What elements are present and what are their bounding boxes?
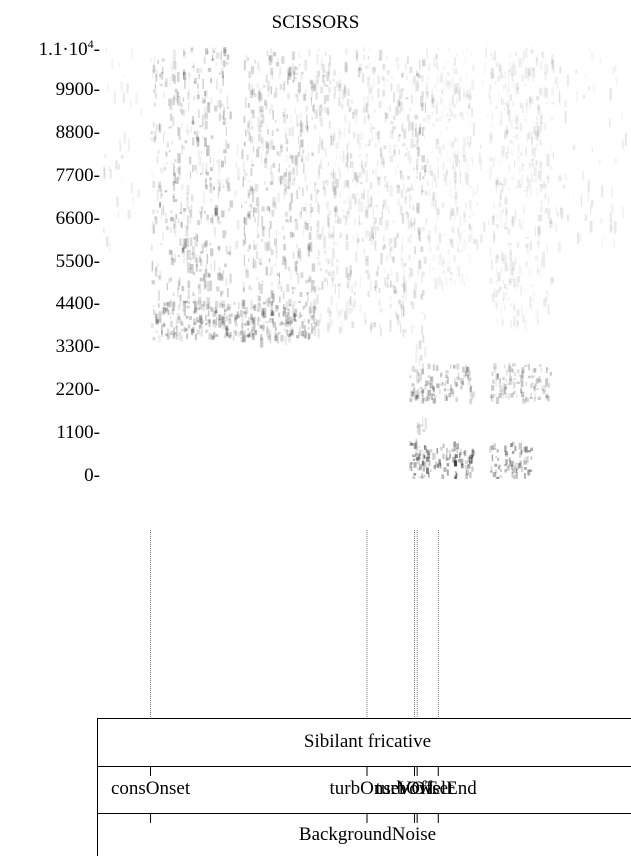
y-tick-label: 1100- bbox=[56, 422, 100, 444]
y-axis-tick-labels: 0- 1100- 2200- 3300- 4400- 5500- 6600- 7700- 880… bbox=[0, 0, 100, 520]
y-tick-label: 0- bbox=[84, 465, 100, 486]
spectro-segment bbox=[488, 48, 556, 329]
spectro-segment bbox=[425, 48, 475, 291]
spectro-segment bbox=[240, 48, 317, 348]
tier-2-event-label: VOT bbox=[397, 778, 437, 799]
y-tick-label: 5500- bbox=[55, 250, 100, 272]
formant-band bbox=[409, 441, 476, 479]
y-tick-label: 9900- bbox=[55, 78, 100, 100]
chart-title: SCISSORS bbox=[271, 12, 360, 33]
y-tick-label: 7700- bbox=[55, 164, 100, 186]
tier-3-label: BackgroundNoise bbox=[298, 824, 437, 845]
tier-2 bbox=[97, 766, 631, 813]
spectrogram bbox=[103, 47, 627, 479]
formant-band bbox=[150, 300, 317, 343]
spectro-segment bbox=[150, 47, 234, 343]
y-tick-label: 1.1·104- bbox=[38, 36, 100, 61]
spectro-segment bbox=[414, 59, 428, 479]
y-tick-label: 6600- bbox=[55, 207, 100, 229]
formant-band bbox=[409, 363, 476, 405]
formant-band bbox=[490, 363, 552, 404]
tier-2-event-label: consOnset bbox=[110, 778, 191, 799]
tier-2-event-label: vowelEnd bbox=[399, 778, 477, 799]
y-tick-label: 3300- bbox=[55, 336, 100, 358]
tier-1-label: Sibilant fricative bbox=[303, 731, 432, 752]
tier-1: Sibilant fricative bbox=[97, 718, 631, 766]
tier-2-event-label: turbOnset bbox=[329, 778, 405, 799]
tier-3: BackgroundNoise bbox=[97, 813, 631, 856]
y-tick-label: 4400- bbox=[55, 293, 100, 315]
formant-band bbox=[489, 441, 533, 479]
y-tick-label: 8800- bbox=[55, 121, 100, 143]
y-tick-label: 2200- bbox=[55, 379, 100, 401]
spectro-segment bbox=[314, 47, 418, 339]
tier-2-event-label: turbOffset bbox=[375, 778, 454, 799]
